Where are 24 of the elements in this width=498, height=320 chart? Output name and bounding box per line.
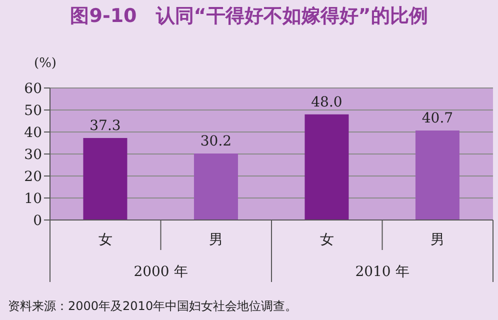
data-label: 30.2: [200, 134, 232, 150]
text: 2010 年: [355, 264, 410, 280]
bar: [83, 138, 128, 220]
text: 2000 年: [134, 264, 188, 280]
y-tick-label: 10: [24, 190, 42, 207]
x-tick-label: 女: [98, 232, 112, 248]
text: 资料来源：2000年及2010年中国妇女社会地位调查。: [8, 298, 298, 315]
x-tick-label: 女: [320, 232, 334, 248]
data-label: 40.7: [422, 110, 454, 126]
bar: [194, 154, 238, 220]
x-tick-label: 男: [209, 232, 224, 248]
y-axis-title: (%): [34, 56, 56, 71]
x-tick-label: 男: [430, 232, 445, 248]
bar: [304, 114, 349, 220]
y-tick-label: 60: [24, 80, 42, 97]
y-tick-label: 50: [24, 102, 42, 119]
y-tick-label: 20: [24, 168, 42, 185]
data-label: 37.3: [90, 118, 121, 134]
y-tick-label: 30: [24, 146, 42, 163]
y-tick-label: 40: [24, 124, 42, 141]
chart-title: 图9-10 认同“干得好不如嫁得好”的比例: [69, 4, 429, 29]
y-tick-label: 0: [33, 212, 42, 229]
data-label: 48.0: [311, 94, 342, 110]
bar: [415, 130, 460, 220]
